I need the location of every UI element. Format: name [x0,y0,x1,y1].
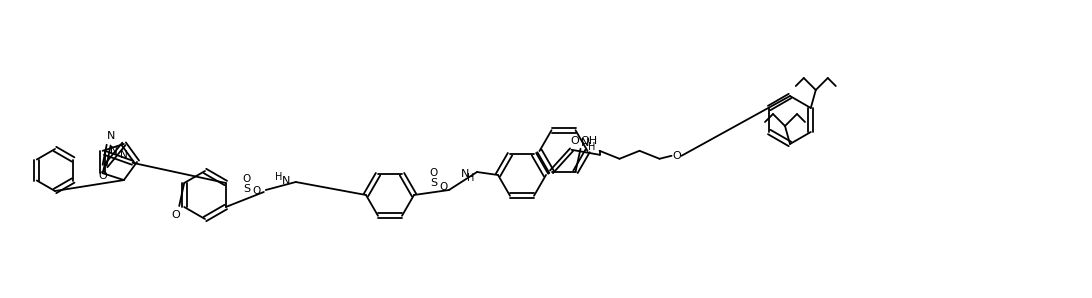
Text: O: O [171,210,180,220]
Text: OH: OH [581,136,597,146]
Text: O: O [429,168,438,179]
Text: N: N [461,169,470,179]
Text: O: O [252,187,261,196]
Text: N: N [120,150,128,160]
Text: H: H [467,173,475,183]
Text: N: N [106,131,115,141]
Text: O: O [439,182,448,193]
Text: H: H [275,172,283,182]
Text: H: H [587,142,595,152]
Text: O: O [242,175,251,184]
Text: O: O [98,171,107,181]
Text: N: N [110,146,118,156]
Text: S: S [244,184,250,195]
Text: N: N [581,138,590,148]
Text: N: N [282,176,290,186]
Text: O: O [673,151,681,161]
Text: O: O [570,136,579,146]
Text: S: S [430,178,437,187]
